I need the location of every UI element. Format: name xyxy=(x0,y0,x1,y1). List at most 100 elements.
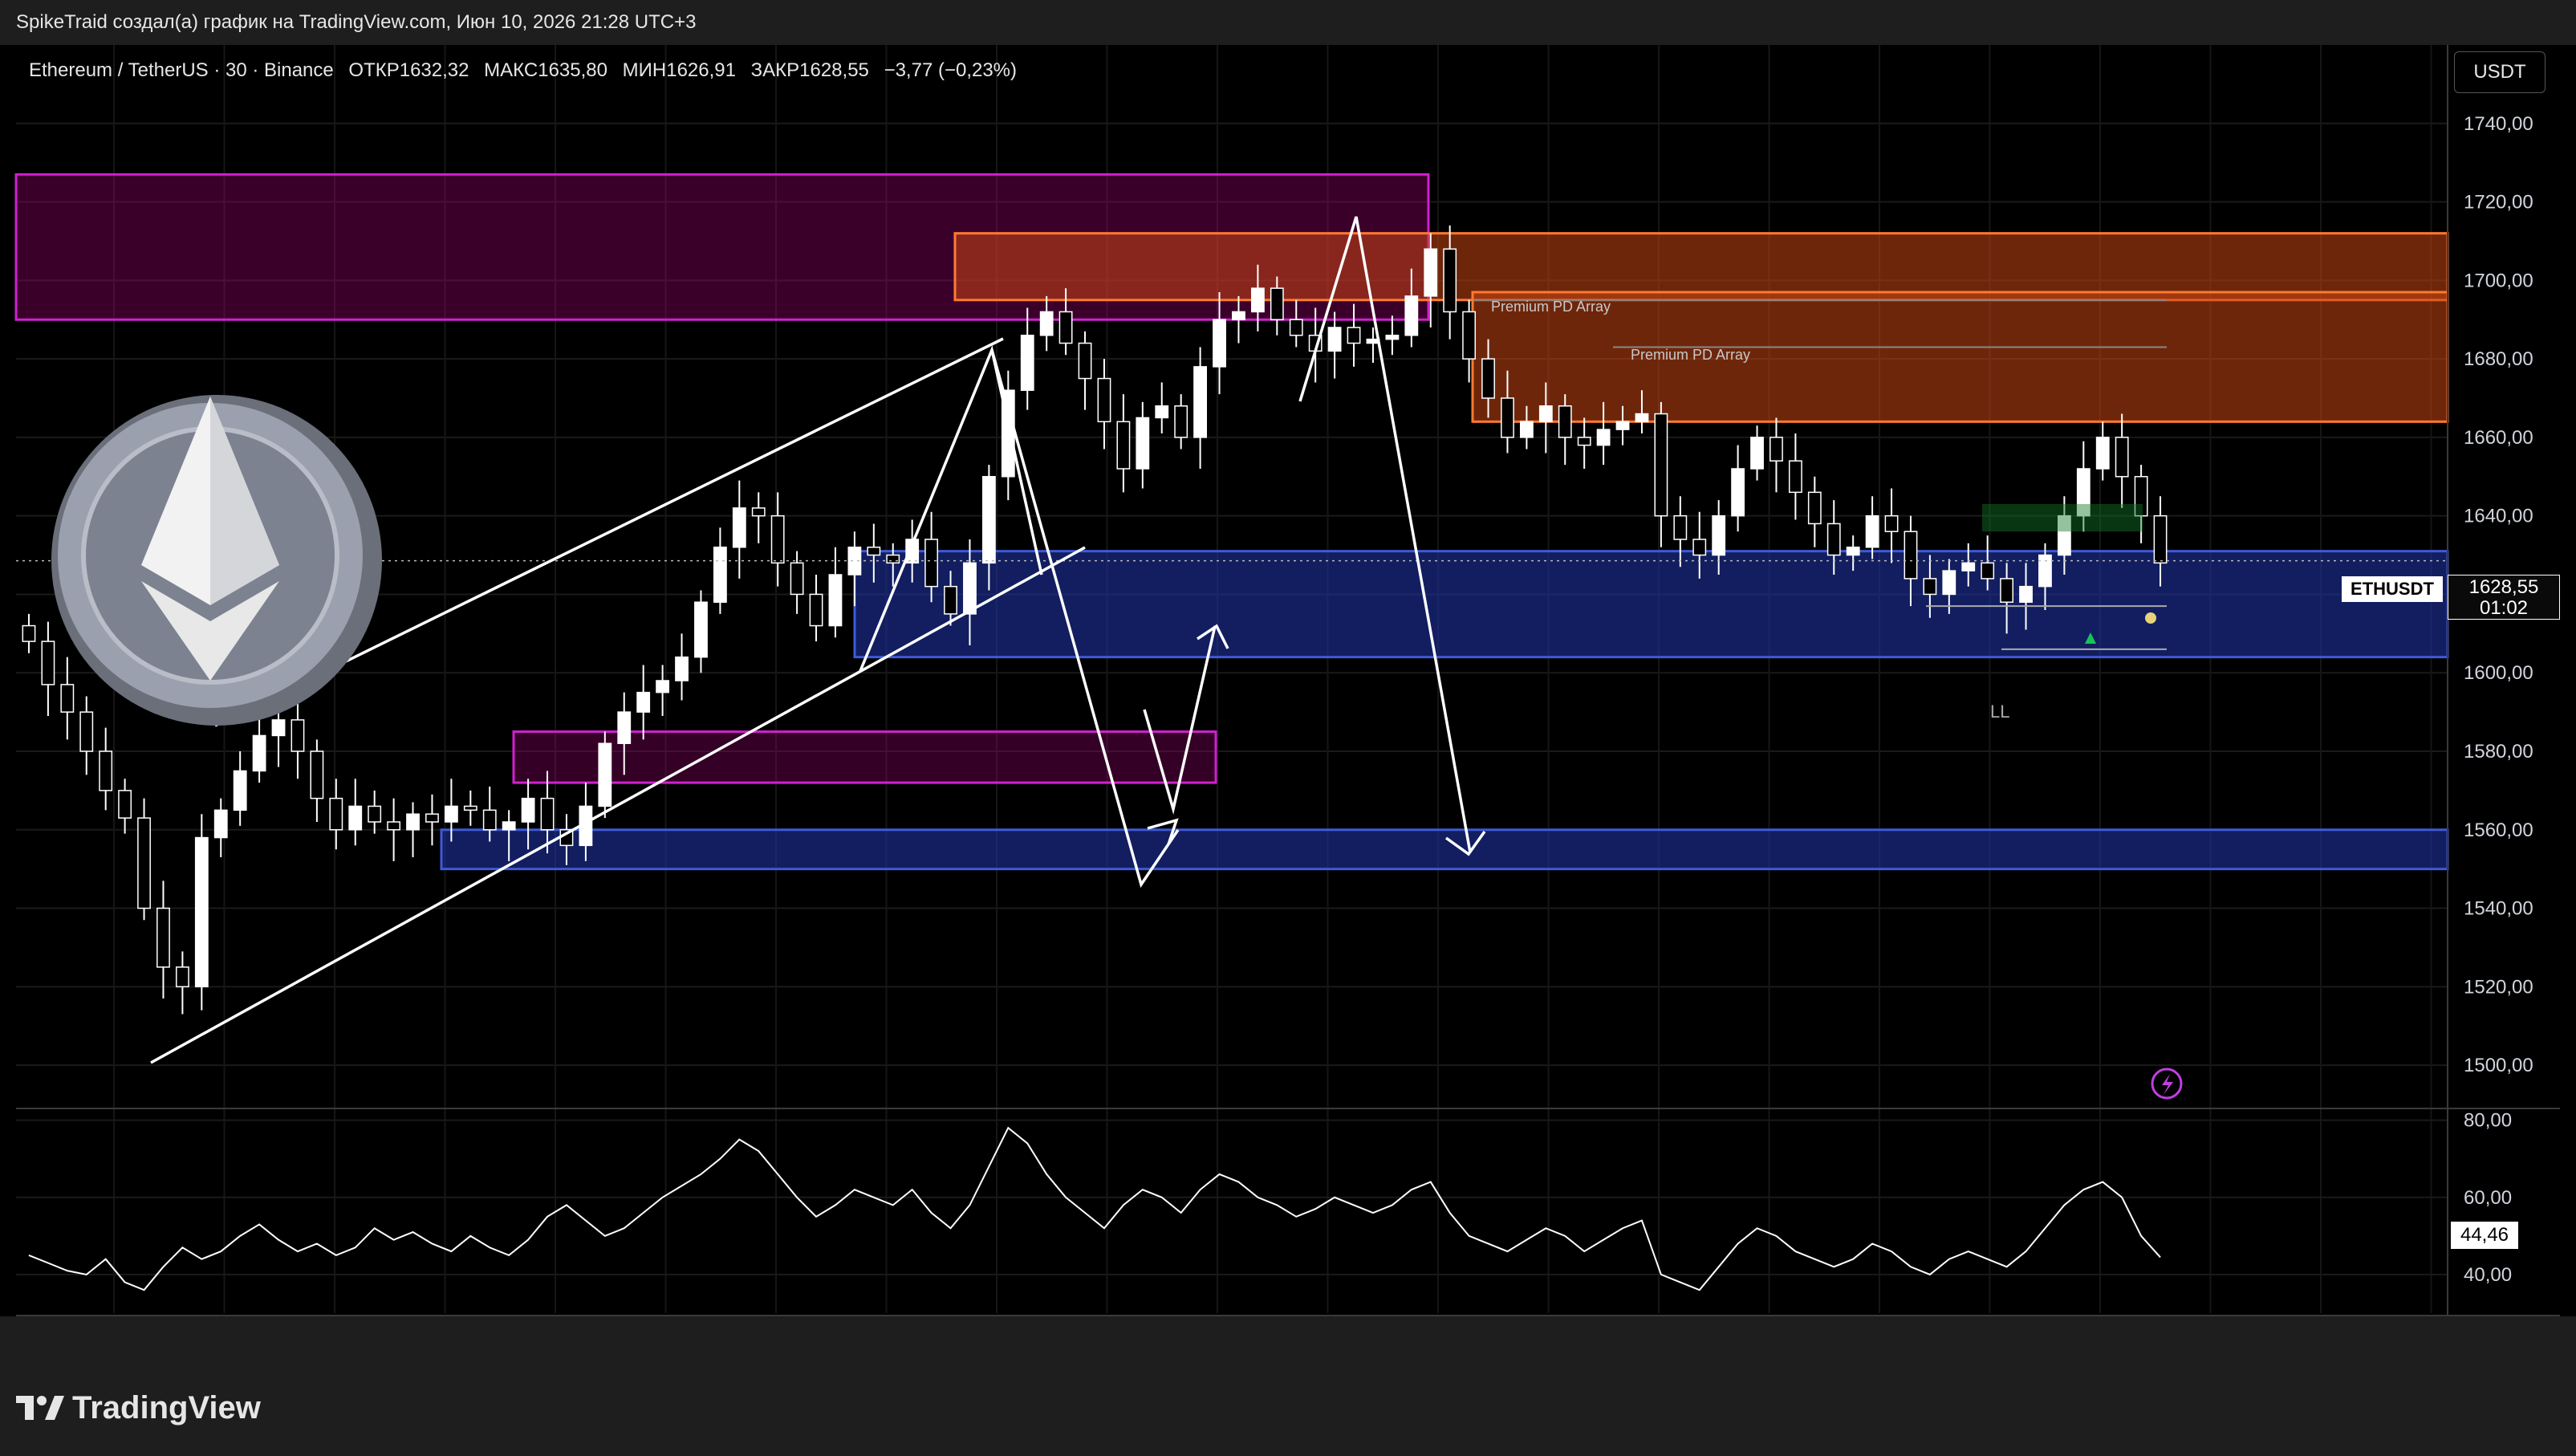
last-price-badge: 1628,55 01:02 xyxy=(2448,575,2560,620)
candle-body xyxy=(981,476,996,564)
candle-body xyxy=(502,821,516,831)
candle-body xyxy=(79,711,94,752)
zone-demand-low xyxy=(440,828,2449,871)
candle-body xyxy=(1155,405,1169,419)
candle-body xyxy=(521,797,535,823)
candle-body xyxy=(1846,547,1860,556)
candle-body xyxy=(1558,405,1572,438)
candle-body xyxy=(1327,327,1342,352)
currency-selector[interactable]: USDT xyxy=(2454,51,2546,93)
candle-body xyxy=(1097,377,1111,423)
candle-body xyxy=(2115,437,2129,478)
price-axis-label: 1500,00 xyxy=(2464,1055,2533,1076)
candle-body xyxy=(944,585,957,615)
bar-timer: 01:02 xyxy=(2479,597,2529,619)
eth-diamond-bottom xyxy=(141,581,279,681)
candle-body xyxy=(1404,295,1419,336)
candle-body xyxy=(540,797,555,831)
candle-body xyxy=(1481,358,1495,399)
arrowhead-small xyxy=(1147,818,1179,845)
candle-body xyxy=(1213,319,1226,368)
candle-body xyxy=(656,680,670,693)
rsi-layer xyxy=(28,1126,2161,1291)
candle-body xyxy=(175,966,189,988)
candle-body xyxy=(2000,578,2014,603)
candle-body xyxy=(387,821,401,831)
candle-body xyxy=(675,656,689,681)
candle-body xyxy=(790,562,804,596)
candle-body xyxy=(1807,491,1822,525)
candle-body xyxy=(2095,437,2110,470)
tradingview-logo-text: TradingView xyxy=(72,1389,261,1425)
candle-body xyxy=(2134,476,2148,517)
candle-body xyxy=(60,684,75,713)
rsi-axis-label: 60,00 xyxy=(2464,1187,2512,1209)
candle-body xyxy=(252,734,266,772)
bos-zone xyxy=(1982,504,2143,532)
candle-body xyxy=(867,547,881,556)
candle-body xyxy=(1596,429,1611,446)
candle-body xyxy=(291,719,305,752)
buy-signal-icon xyxy=(2085,632,2096,644)
candle-body xyxy=(463,805,477,811)
candle-body xyxy=(1116,421,1131,470)
candle-body xyxy=(1385,335,1400,340)
candle-body xyxy=(1654,413,1668,517)
candle-body xyxy=(847,547,862,575)
zone-demand-main xyxy=(853,550,2449,659)
candle-body xyxy=(1942,570,1956,596)
price-axis-label: 1580,00 xyxy=(2464,741,2533,763)
candle-body xyxy=(963,562,977,615)
rsi-value-badge: 44,46 xyxy=(2451,1222,2518,1249)
symbol-name[interactable]: Ethereum / TetherUS · 30 · Binance xyxy=(29,59,334,81)
rsi-axis-label: 40,00 xyxy=(2464,1264,2512,1286)
price-axis-label: 1640,00 xyxy=(2464,506,2533,527)
candle-body xyxy=(694,601,708,658)
attribution-text: SpikeTraid создал(а) график на TradingVi… xyxy=(16,11,697,33)
candle-body xyxy=(271,719,286,737)
candle-body xyxy=(1788,460,1802,494)
candle-body xyxy=(1635,413,1649,423)
candles-layer xyxy=(16,225,2448,1015)
candle-body xyxy=(1826,523,1841,556)
candle-body xyxy=(1712,514,1726,556)
candle-body xyxy=(2019,585,2033,603)
eth-diamond-shade xyxy=(210,397,279,605)
price-axis-label: 1700,00 xyxy=(2464,270,2533,291)
candle-body xyxy=(1577,437,1591,446)
candle-body xyxy=(156,907,170,968)
candle-body xyxy=(41,641,55,685)
candle-body xyxy=(751,507,766,517)
candle-body xyxy=(809,593,823,627)
candle-body xyxy=(310,750,324,799)
candle-body xyxy=(99,750,113,791)
projection-arrow-big-down xyxy=(1298,216,1472,853)
candle-body xyxy=(1424,248,1438,297)
candle-body xyxy=(1519,421,1534,438)
candle-body xyxy=(1193,366,1208,438)
candle-body xyxy=(1501,397,1514,438)
candle-body xyxy=(617,711,632,744)
candle-body xyxy=(1981,562,1995,580)
price-axis-label: 1720,00 xyxy=(2464,192,2533,214)
candle-body xyxy=(137,817,151,909)
tradingview-logo[interactable]: TradingView xyxy=(16,1389,261,1427)
candle-body xyxy=(1615,421,1630,430)
candle-body xyxy=(1174,405,1188,438)
candle-body xyxy=(1769,437,1783,462)
projection-arrow-down xyxy=(990,349,1180,889)
channel-bottom-line xyxy=(150,546,1086,1064)
candle-body xyxy=(1462,311,1477,360)
candle-body xyxy=(713,547,727,603)
candle-body xyxy=(368,805,382,823)
price-axis-label: 1680,00 xyxy=(2464,348,2533,370)
bottom-bar xyxy=(0,1316,2576,1456)
candle-body xyxy=(406,813,420,831)
rsi-line xyxy=(28,1126,2161,1291)
price-axis-label: 1600,00 xyxy=(2464,662,2533,684)
chart-canvas[interactable]: 1740,00 1720,00 1700,00 1680,00 1660,00 1640,… xyxy=(0,45,2576,1316)
ohlc-low: МИН1626,91 xyxy=(622,59,736,81)
candle-body xyxy=(1250,287,1265,313)
price-axis-label: 1740,00 xyxy=(2464,113,2533,135)
candle-body xyxy=(2076,468,2090,517)
